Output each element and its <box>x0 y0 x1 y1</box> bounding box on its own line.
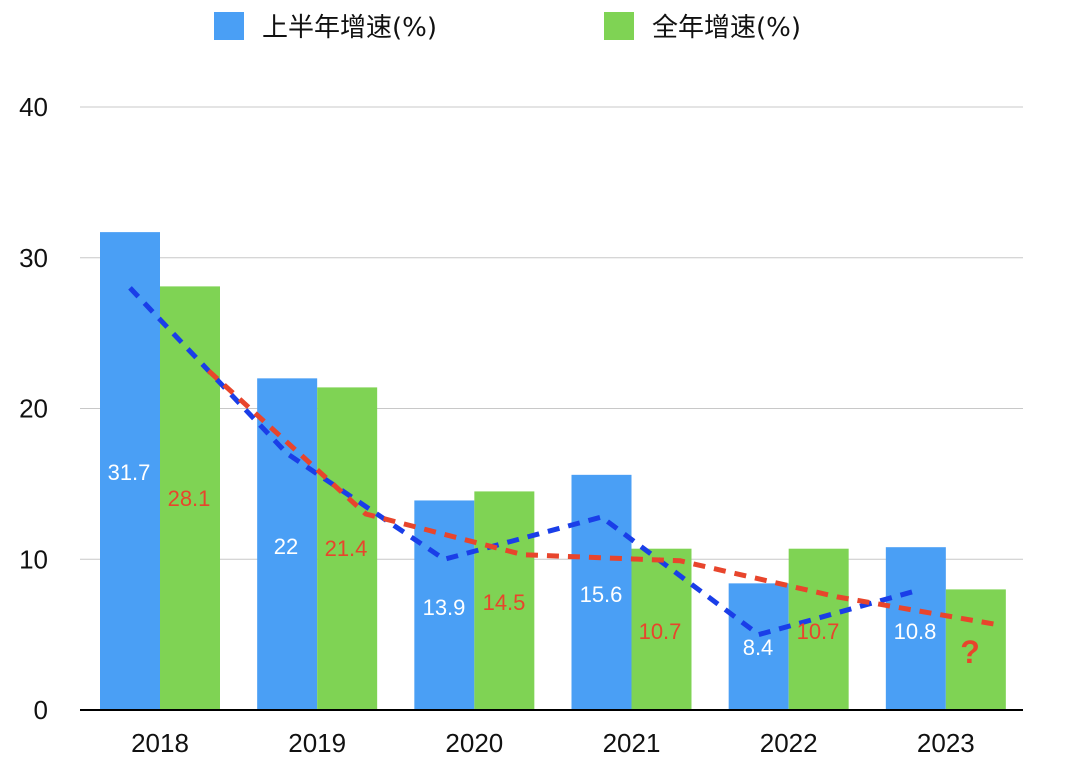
legend-swatch <box>604 12 634 40</box>
data-label: 8.4 <box>743 635 774 660</box>
legend-label: 全年增速(%) <box>652 13 801 43</box>
legend-swatch <box>214 12 244 40</box>
y-tick-label: 0 <box>34 695 48 725</box>
x-tick-label: 2019 <box>288 728 346 758</box>
legend-label: 上半年增速(%) <box>262 13 437 43</box>
bar-full-year <box>474 491 535 710</box>
data-label: 31.7 <box>108 460 151 485</box>
trend-line-full-year <box>206 368 995 627</box>
data-label: 13.9 <box>423 595 466 620</box>
data-label: 21.4 <box>325 536 368 561</box>
y-tick-label: 20 <box>19 394 48 424</box>
y-tick-label: 10 <box>19 544 48 574</box>
bar-first-half <box>728 583 789 710</box>
bar-full-year <box>160 286 220 710</box>
trend-line-first-half <box>128 286 917 638</box>
x-tick-label: 2021 <box>603 728 661 758</box>
data-label: 10.7 <box>639 619 682 644</box>
x-tick-label: 2020 <box>445 728 503 758</box>
bar-first-half <box>885 547 946 710</box>
data-label: 15.6 <box>580 582 623 607</box>
y-tick-label: 30 <box>19 243 48 273</box>
data-label: 10.7 <box>797 619 840 644</box>
bar-first-half <box>571 474 632 710</box>
question-mark-label: ? <box>960 634 980 670</box>
x-tick-label: 2018 <box>131 728 189 758</box>
y-tick-label: 40 <box>19 92 48 122</box>
data-label: 10.8 <box>894 619 937 644</box>
data-label: 28.1 <box>168 486 211 511</box>
data-label: 22 <box>274 534 298 559</box>
x-tick-label: 2023 <box>917 728 975 758</box>
bar-full-year <box>317 387 378 710</box>
x-tick-label: 2022 <box>760 728 818 758</box>
bar-full-year <box>788 548 849 710</box>
data-label: 14.5 <box>483 590 526 615</box>
bar-full-year <box>945 589 1006 710</box>
